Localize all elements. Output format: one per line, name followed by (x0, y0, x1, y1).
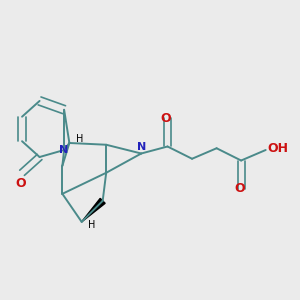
Text: O: O (15, 177, 26, 190)
Text: N: N (59, 145, 69, 155)
Text: H: H (88, 220, 96, 230)
Text: H: H (76, 134, 84, 145)
Text: OH: OH (267, 142, 288, 155)
Text: N: N (136, 142, 146, 152)
Text: O: O (234, 182, 245, 195)
Polygon shape (82, 198, 105, 222)
Text: O: O (160, 112, 171, 125)
